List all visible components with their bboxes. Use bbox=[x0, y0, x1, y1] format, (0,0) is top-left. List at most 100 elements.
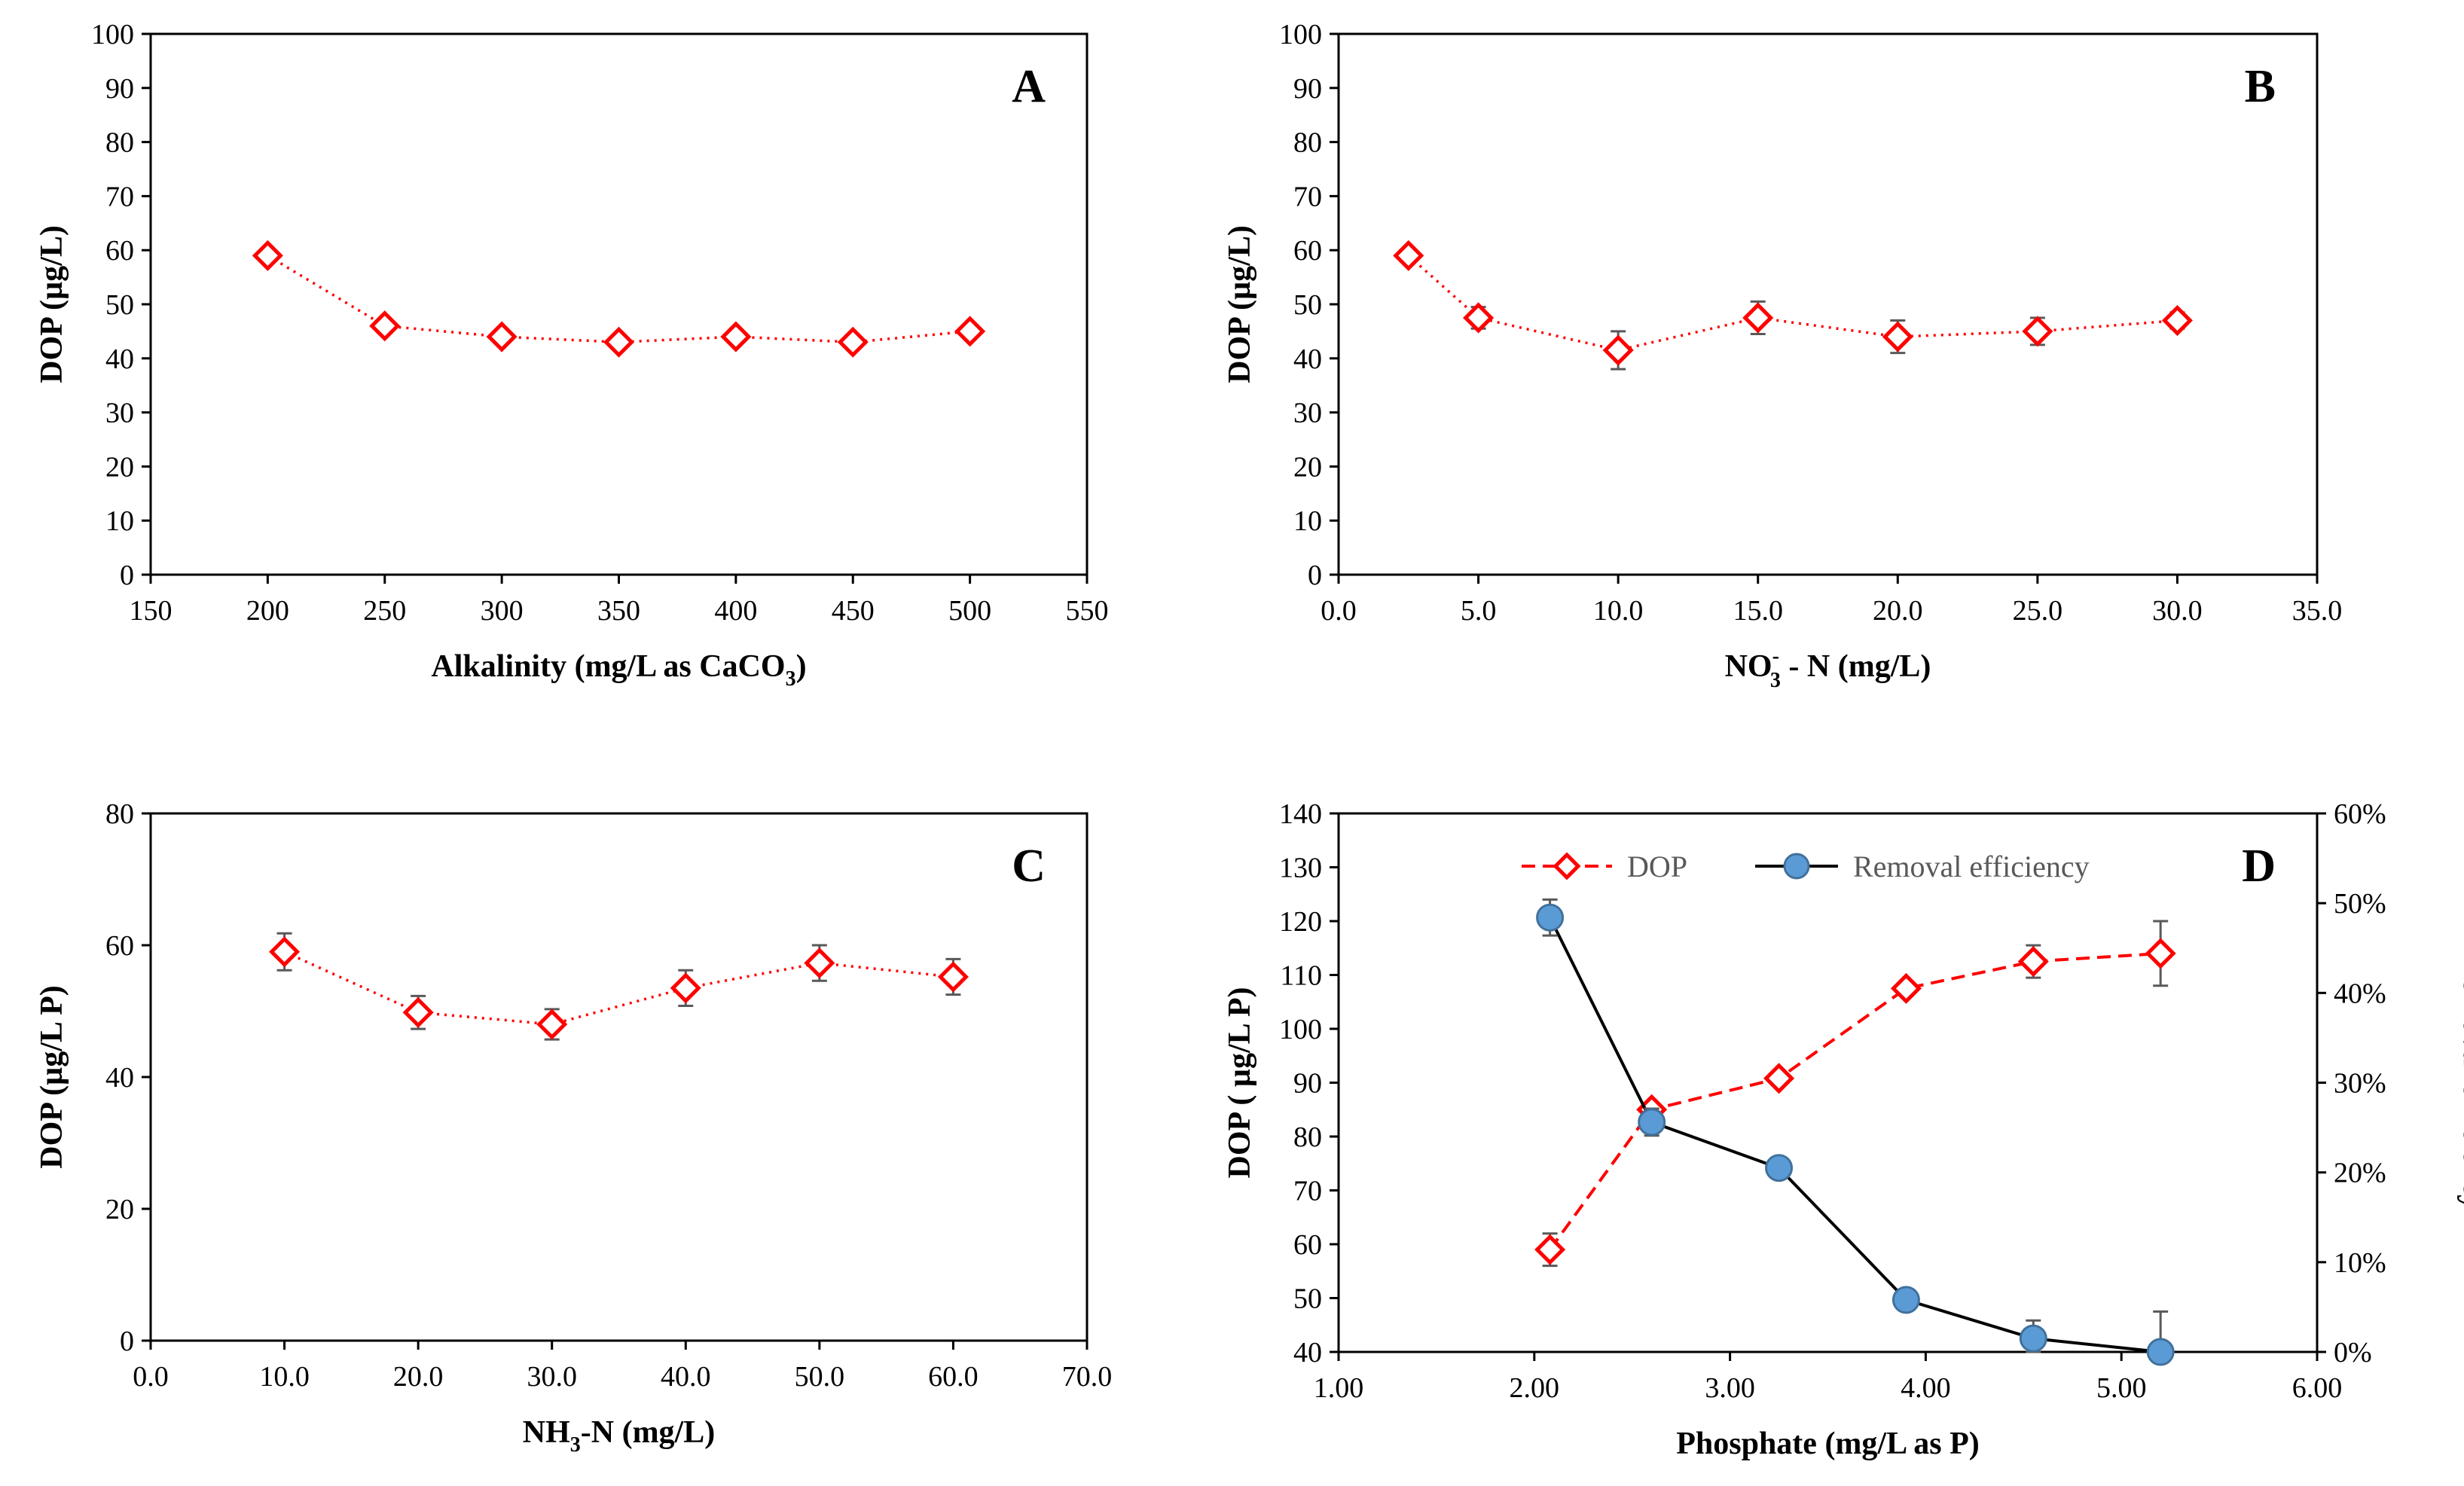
dop-data-point bbox=[2145, 938, 2176, 969]
y2-tick-label: 10% bbox=[2334, 1247, 2386, 1279]
y-tick-label: 110 bbox=[1280, 960, 1322, 992]
y-tick-label: 20 bbox=[105, 451, 134, 483]
dop-series-line bbox=[283, 950, 954, 1026]
dop-data-point bbox=[2161, 305, 2193, 337]
y-tick-label: 60 bbox=[1293, 235, 1322, 267]
removal-data-point bbox=[1765, 1154, 1794, 1182]
plot-frame bbox=[149, 812, 1088, 1342]
dop-data-point bbox=[2017, 946, 2049, 978]
x-tick-label: 35.0 bbox=[2292, 595, 2343, 627]
dop-data-point bbox=[1602, 334, 1634, 366]
y2-tick-label: 20% bbox=[2334, 1158, 2386, 1189]
y-tick-label: 40 bbox=[105, 1062, 134, 1094]
plot-frame bbox=[1337, 32, 2319, 576]
x-axis-label-main: NO bbox=[1725, 649, 1772, 684]
dop-data-point bbox=[1742, 302, 1774, 334]
removal-data-point bbox=[1892, 1286, 1920, 1314]
dop-data-point bbox=[937, 961, 969, 993]
y2-tick-label: 30% bbox=[2334, 1068, 2386, 1100]
legend-dop-marker bbox=[1553, 852, 1581, 880]
dop-data-point bbox=[369, 310, 401, 342]
dop-data-point bbox=[1882, 321, 1913, 352]
removal-series-line bbox=[1548, 917, 2161, 1353]
panel-letter: B bbox=[2245, 61, 2276, 112]
x-tick-label: 250 bbox=[363, 595, 406, 627]
dop-data-point bbox=[1534, 1234, 1566, 1265]
y-tick-label: 100 bbox=[1279, 19, 1322, 50]
y2-tick-label: 60% bbox=[2334, 798, 2386, 830]
x-tick-label: 0.0 bbox=[133, 1361, 169, 1393]
panel-letter: D bbox=[2242, 841, 2276, 892]
legend-removal-marker bbox=[1783, 853, 1810, 880]
dop-data-point bbox=[720, 321, 752, 352]
x-axis-label: NO-3 - N (mg/L) bbox=[1725, 645, 1931, 692]
x-axis-label-sub: 3 bbox=[1770, 669, 1781, 692]
x-tick-label: 500 bbox=[948, 595, 991, 627]
x-axis-label-main: Phosphate (mg/L as P) bbox=[1676, 1426, 1980, 1461]
x-tick-label: 40.0 bbox=[661, 1361, 711, 1393]
panel-a-chart: 0 10 20 30 40 50 60 70 80 90 100 150 200 250 300 350 400… bbox=[35, 19, 1109, 691]
y-tick-label: 60 bbox=[1293, 1229, 1322, 1261]
x-tick-label: 2.00 bbox=[1510, 1372, 1560, 1404]
y-tick-label: 90 bbox=[105, 73, 134, 105]
removal-data-point bbox=[1638, 1108, 1666, 1137]
x-tick-label: 5.0 bbox=[1461, 595, 1497, 627]
x-tick-label: 4.00 bbox=[1901, 1372, 1951, 1404]
dop-data-point bbox=[837, 326, 869, 358]
x-tick-label: 25.0 bbox=[2013, 595, 2063, 627]
y-tick-label: 50 bbox=[1293, 289, 1322, 321]
y-tick-label: 120 bbox=[1279, 906, 1322, 938]
dop-data-point bbox=[252, 240, 283, 271]
y2-axis-label: Removal efficiency bbox=[2456, 955, 2464, 1210]
legend-removal-label: Removal efficiency bbox=[1853, 850, 2090, 883]
plot-frame bbox=[149, 32, 1088, 576]
x-tick-label: 350 bbox=[597, 595, 640, 627]
x-axis-label: Phosphate (mg/L as P) bbox=[1676, 1426, 1980, 1461]
x-tick-label: 70.0 bbox=[1062, 1361, 1113, 1393]
y2-tick-label: 40% bbox=[2334, 978, 2386, 1009]
x-tick-label: 10.0 bbox=[1593, 595, 1644, 627]
x-axis-label-main: NH bbox=[523, 1415, 570, 1450]
y-tick-label: 100 bbox=[91, 19, 134, 50]
dop-data-point bbox=[804, 947, 835, 979]
x-axis-label: Alkalinity (mg/L as CaCO3) bbox=[431, 649, 806, 691]
x-axis-label-sup: - bbox=[1772, 645, 1779, 668]
dop-data-point bbox=[603, 326, 635, 358]
y-tick-label: 40 bbox=[1293, 343, 1322, 375]
y-axis-label: DOP (µg/L P) bbox=[35, 985, 69, 1169]
x-tick-label: 20.0 bbox=[393, 1361, 444, 1393]
y-tick-label: 30 bbox=[1293, 398, 1322, 429]
y-tick-label: 50 bbox=[1293, 1283, 1322, 1315]
y-tick-label: 130 bbox=[1279, 853, 1322, 884]
y-tick-label: 100 bbox=[1279, 1014, 1322, 1045]
dop-data-point bbox=[670, 972, 701, 1004]
x-tick-label: 20.0 bbox=[1873, 595, 1923, 627]
x-axis-label-sub: 3 bbox=[570, 1433, 581, 1457]
legend-dop-label: DOP bbox=[1627, 850, 1687, 883]
y-tick-label: 70 bbox=[1293, 181, 1322, 212]
x-tick-label: 200 bbox=[246, 595, 289, 627]
dop-data-point bbox=[536, 1008, 568, 1040]
y-tick-label: 0 bbox=[120, 560, 134, 591]
y-tick-label: 20 bbox=[105, 1194, 134, 1225]
y-tick-label: 0 bbox=[1308, 560, 1322, 591]
removal-data-point bbox=[2146, 1338, 2175, 1366]
y-tick-label: 140 bbox=[1279, 798, 1322, 830]
y-tick-label: 60 bbox=[105, 930, 134, 962]
y-tick-label: 10 bbox=[105, 505, 134, 537]
x-tick-label: 400 bbox=[714, 595, 757, 627]
x-tick-label: 0.0 bbox=[1321, 595, 1357, 627]
y-tick-label: 10 bbox=[1293, 505, 1322, 537]
panel-b-chart: 0 10 20 30 40 50 60 70 80 90 100 0.0 5.0 10.0 15.0 20.0… bbox=[1223, 19, 2342, 692]
y-tick-label: 30 bbox=[105, 398, 134, 429]
x-axis-label: NH3-N (mg/L) bbox=[523, 1415, 715, 1457]
dop-data-point bbox=[1393, 240, 1424, 271]
x-tick-label: 10.0 bbox=[259, 1361, 310, 1393]
y-tick-label: 80 bbox=[1293, 1121, 1322, 1153]
y-tick-label: 70 bbox=[1293, 1176, 1322, 1207]
y2-tick-label: 0% bbox=[2334, 1337, 2372, 1369]
x-axis-label-end: - N (mg/L) bbox=[1781, 649, 1931, 684]
x-tick-label: 300 bbox=[481, 595, 524, 627]
y-tick-label: 0 bbox=[120, 1326, 134, 1357]
x-tick-label: 6.00 bbox=[2292, 1372, 2343, 1404]
